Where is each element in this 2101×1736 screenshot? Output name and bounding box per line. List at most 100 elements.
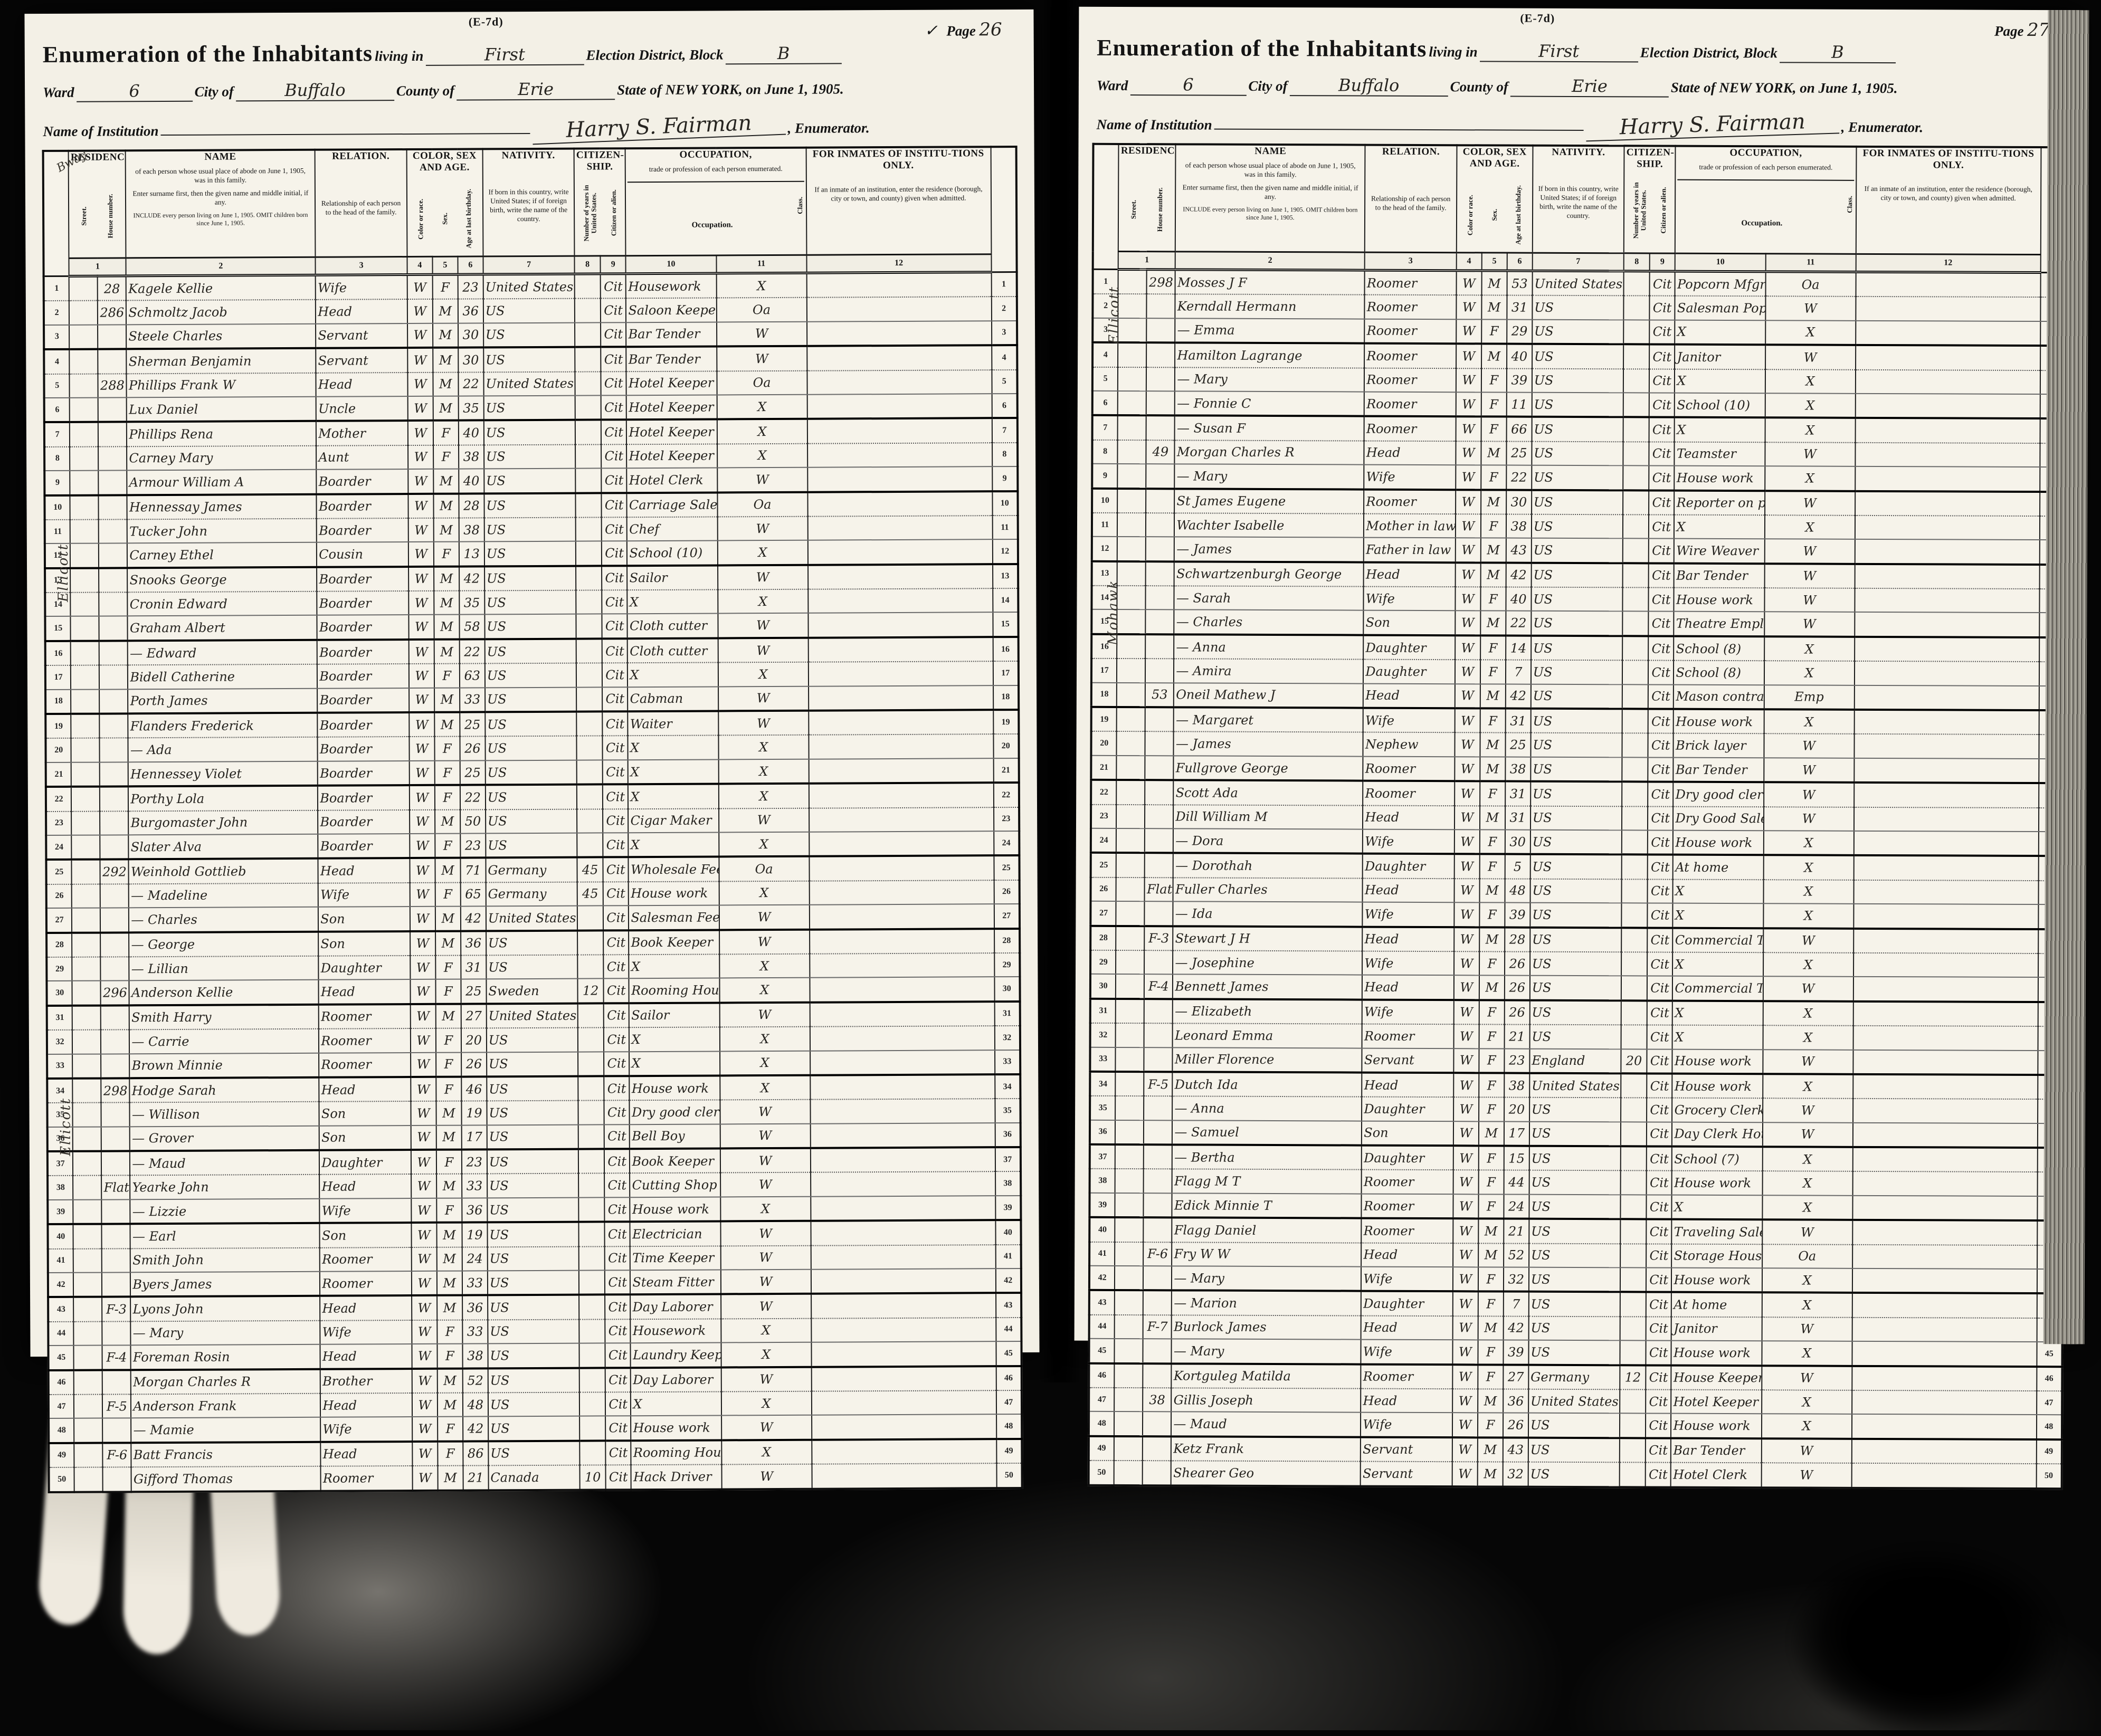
cell-years-us [1621,928,1647,952]
row-number-left: 46 [49,1370,74,1395]
col-name: NAME [1178,145,1363,157]
cell-street [1115,1120,1144,1145]
cell-occupation: Commercial Trader [1673,928,1763,952]
cell-nativity: US [485,663,577,688]
cell-relation: Head [318,858,410,883]
cell-name: Shearer Geo [1171,1461,1361,1486]
cell-street [1115,1217,1144,1242]
cell-class: X [719,832,809,857]
cell-sex: M [436,1174,462,1198]
row-number-right: 43 [996,1293,1022,1318]
cell-nativity: US [1531,684,1623,709]
col-sex: Sex. [1490,178,1498,252]
cell-relation: Boarder [317,567,408,592]
cell-age: 25 [1505,733,1530,757]
cell-house-number: 53 [1145,683,1174,708]
cell-age: 17 [461,1125,487,1150]
cell-citizen: Cit [605,1392,631,1416]
row-number-right: 22 [2039,783,2065,808]
row-number-left: 17 [45,665,71,690]
cell-citizen: Cit [603,857,629,882]
cell-citizen: Cit [605,1368,631,1392]
cell-relation: Roomer [1362,1170,1453,1194]
cell-occupation: Janitor [1675,345,1765,369]
cell-color: W [410,834,435,859]
cell-house-number [98,397,127,422]
row-number-right: 1 [991,272,1017,297]
cell-age: 26 [1503,1413,1528,1438]
cell-nativity: US [487,1197,579,1222]
cell-color: W [1454,733,1480,757]
cell-inmates [1853,904,2038,929]
cell-street [1118,415,1146,440]
cell-name: Burgomaster John [128,810,318,835]
cell-street [70,471,99,495]
row-number-left: 10 [1092,488,1118,513]
cell-citizen: Cit [1646,1317,1671,1341]
row-number-right: 32 [2038,1026,2064,1051]
cell-name: — Lizzie [130,1199,320,1224]
cell-color: W [411,1028,436,1053]
cell-inmates [1853,928,2038,953]
cell-citizen: Cit [1646,1414,1671,1438]
cell-street [74,1467,103,1492]
row-number-left: 7 [44,422,70,447]
cell-sex: M [433,299,458,323]
table-header: RESIDENCE. Street. House number. NAME of… [43,147,1017,276]
cell-nativity: US [483,322,575,347]
cell-inmates [1853,977,2038,1002]
cell-street [71,593,99,617]
row-number-right: 23 [994,807,1020,832]
cell-citizen: Cit [603,784,629,809]
cell-inmates [810,953,994,978]
cell-class: W [1764,612,1855,637]
cell-citizen: Cit [603,809,629,833]
cell-class: W [1765,491,1855,516]
row-number-left: 24 [46,835,72,860]
col-citizen-alien: Citizen or alien. [610,176,617,250]
cell-relation: Roomer [1364,368,1456,392]
cell-class: X [1762,1195,1852,1220]
cell-occupation: Hotel Clerk [627,468,717,493]
cell-relation: Roomer [1363,756,1455,781]
cell-citizen: Cit [605,1343,631,1368]
cell-nativity: US [485,712,577,737]
cell-sex: F [1481,417,1506,442]
cell-occupation: X [1672,1195,1762,1219]
cell-street [70,374,98,398]
cell-citizen: Cit [1647,1000,1673,1025]
cell-name: Steele Charles [126,324,316,349]
cell-sex: M [436,1125,461,1150]
cell-house-number [1146,464,1175,489]
cell-age: 23 [462,1149,487,1174]
cell-occupation: School (7) [1672,1147,1762,1171]
form-code: (E-7d) [1520,12,1555,25]
cell-relation: Wife [1361,1267,1453,1292]
cell-age: 38 [462,1344,488,1369]
cell-occupation: Bell Boy [630,1124,720,1149]
cell-name: — Charles [1174,610,1364,635]
cell-years-us: 12 [578,979,604,1004]
cell-citizen: Cit [1646,1195,1672,1219]
cell-color: W [409,761,434,786]
cell-color: W [1454,757,1480,781]
col-relation: RELATION. [1367,146,1455,158]
cell-sex: M [436,1223,462,1247]
cell-color: W [407,396,433,421]
cell-class: Oa [717,492,807,517]
cell-inmates [811,1220,995,1245]
cell-age: 23 [460,833,486,858]
cell-color: W [1452,1413,1478,1438]
row-number-right: 44 [996,1318,1022,1342]
cell-name: Lux Daniel [127,397,316,422]
cell-years-us [579,1416,605,1441]
cell-class: X [721,1342,811,1367]
cell-class: X [717,395,807,419]
cell-occupation: House work [629,881,719,905]
cell-color: W [410,883,435,907]
cell-occupation: Teamster [1675,442,1765,466]
